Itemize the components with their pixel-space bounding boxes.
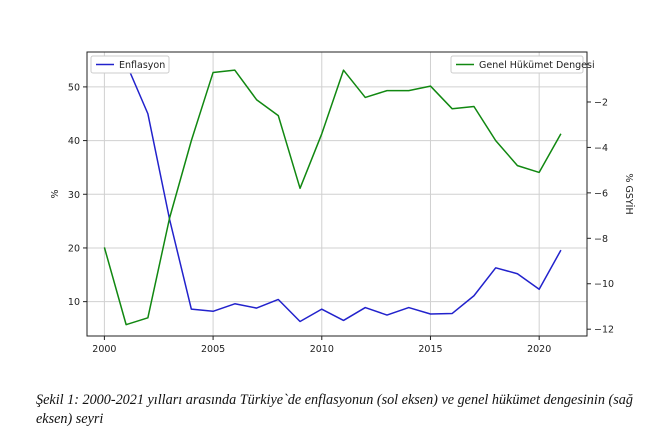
y-right-tick-label: −2: [594, 97, 608, 108]
legend-left-box: [90, 55, 170, 74]
x-tick-label: 2015: [418, 344, 442, 355]
caption-text: 2000-2021 yılları arasında Türkiye`de en…: [36, 392, 633, 427]
y-right-tick-label: −6: [594, 188, 608, 199]
legend-left: Enflasyon: [90, 55, 170, 74]
y-left-tick-label: 30: [68, 190, 80, 201]
y-right-tick-label: −8: [594, 234, 608, 245]
series-line-enflasyon: [125, 62, 562, 323]
legend-label-enflasyon: Enflasyon: [119, 60, 165, 71]
chart-svg: 2000 2005 2010 2015 2020 10 20 30 40 50 −12 −10 −8 −6…: [50, 51, 634, 355]
y-axis-label-left: %: [50, 189, 61, 198]
y-axis-label-right: % GSYİH: [623, 173, 634, 214]
legend-right: Genel Hükümet Dengesi: [450, 55, 595, 74]
ticks: 2000 2005 2010 2015 2020 10 20 30 40 50 −12 −10 −8 −6…: [68, 82, 614, 355]
y-right-tick-label: −10: [594, 279, 614, 290]
x-tick-label: 2000: [92, 344, 116, 355]
x-tick-label: 2020: [527, 344, 551, 355]
y-left-tick-label: 50: [68, 82, 80, 93]
y-left-tick-label: 10: [68, 297, 80, 308]
series-layer: [103, 62, 562, 326]
x-tick-label: 2005: [201, 344, 225, 355]
legend-label-genel-hukumet-dengesi: Genel Hükümet Dengesi: [479, 60, 595, 71]
y-left-tick-label: 40: [68, 136, 80, 147]
caption-label: Şekil 1:: [36, 392, 79, 408]
x-tick-label: 2010: [310, 344, 334, 355]
grid: [87, 52, 587, 336]
y-right-tick-label: −12: [594, 325, 614, 336]
series-line-genel-hukumet-dengesi: [103, 69, 562, 326]
legend-right-box: [450, 55, 584, 74]
y-left-tick-label: 20: [68, 243, 80, 254]
y-right-tick-label: −4: [594, 143, 608, 154]
chart: 2000 2005 2010 2015 2020 10 20 30 40 50 −12 −10 −8 −6…: [50, 51, 634, 355]
figure-caption: Şekil 1: 2000-2021 yılları arasında Türk…: [36, 391, 661, 429]
